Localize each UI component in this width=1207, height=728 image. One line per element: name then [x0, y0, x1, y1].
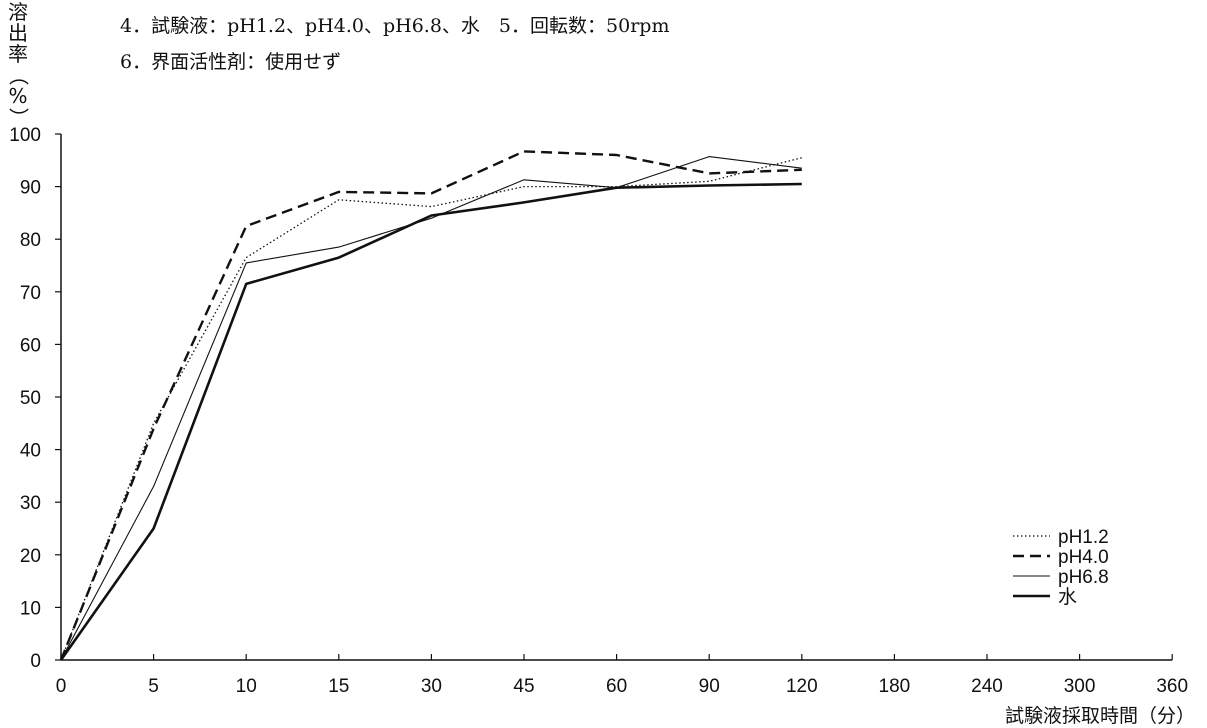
series-line-水	[59, 182, 802, 661]
test-conditions-line-1: 4．試験液：pH1.2、pH4.0、pH6.8、水 5．回転数：50rpm	[120, 15, 670, 37]
y-tick-label: 60	[20, 335, 41, 356]
x-tick-label: 30	[421, 676, 442, 697]
x-tick-label: 240	[971, 676, 1003, 697]
y-axis-label-char: 出	[8, 21, 28, 45]
x-axis-label: 試験液採取時間（分）	[1005, 705, 1195, 727]
chart-axes: 0 10 20 30 40 50 60 70 80 90 100 0 5 10 15 30 45 60 90 120 1…	[9, 125, 1188, 697]
x-tick-label: 0	[56, 676, 67, 697]
y-tick-label: 70	[20, 283, 41, 304]
x-tick-label: 360	[1156, 676, 1188, 697]
y-tick-label: 80	[20, 230, 41, 251]
y-tick-label: 40	[20, 441, 41, 462]
x-tick-label: 300	[1064, 676, 1096, 697]
legend-label: 水	[1058, 586, 1077, 608]
y-tick-label: 10	[20, 598, 41, 619]
chart-series	[59, 150, 802, 661]
legend-label: pH6.8	[1058, 567, 1109, 588]
series-line-pH1.2	[60, 157, 802, 661]
x-tick-label: 180	[879, 676, 911, 697]
y-tick-label: 20	[20, 546, 41, 567]
series-line-pH4.0	[59, 150, 802, 661]
y-tick-label: 90	[20, 178, 41, 199]
x-tick-label: 45	[513, 676, 534, 697]
x-tick-label: 120	[786, 676, 818, 697]
y-tick-label: 0	[30, 651, 41, 672]
y-tick-label: 30	[20, 493, 41, 514]
series-line-pH6.8	[60, 156, 802, 661]
y-tick-label: 100	[9, 125, 41, 146]
x-tick-label: 5	[148, 676, 159, 697]
y-axis-label: 溶出率（%）	[6, 0, 31, 128]
x-tick-label: 15	[328, 676, 349, 697]
y-axis-label-char: %	[8, 84, 28, 108]
y-axis-label-char: 溶	[8, 0, 28, 24]
x-tick-label: 60	[606, 676, 627, 697]
legend-label: pH4.0	[1058, 547, 1109, 568]
y-tick-label: 50	[20, 388, 41, 409]
x-tick-label: 90	[699, 676, 720, 697]
test-conditions-line-2: 6．界面活性剤：使用せず	[120, 51, 342, 73]
x-tick-label: 10	[236, 676, 257, 697]
y-axis-label-char: 率	[8, 42, 28, 66]
legend-label: pH1.2	[1058, 527, 1109, 548]
